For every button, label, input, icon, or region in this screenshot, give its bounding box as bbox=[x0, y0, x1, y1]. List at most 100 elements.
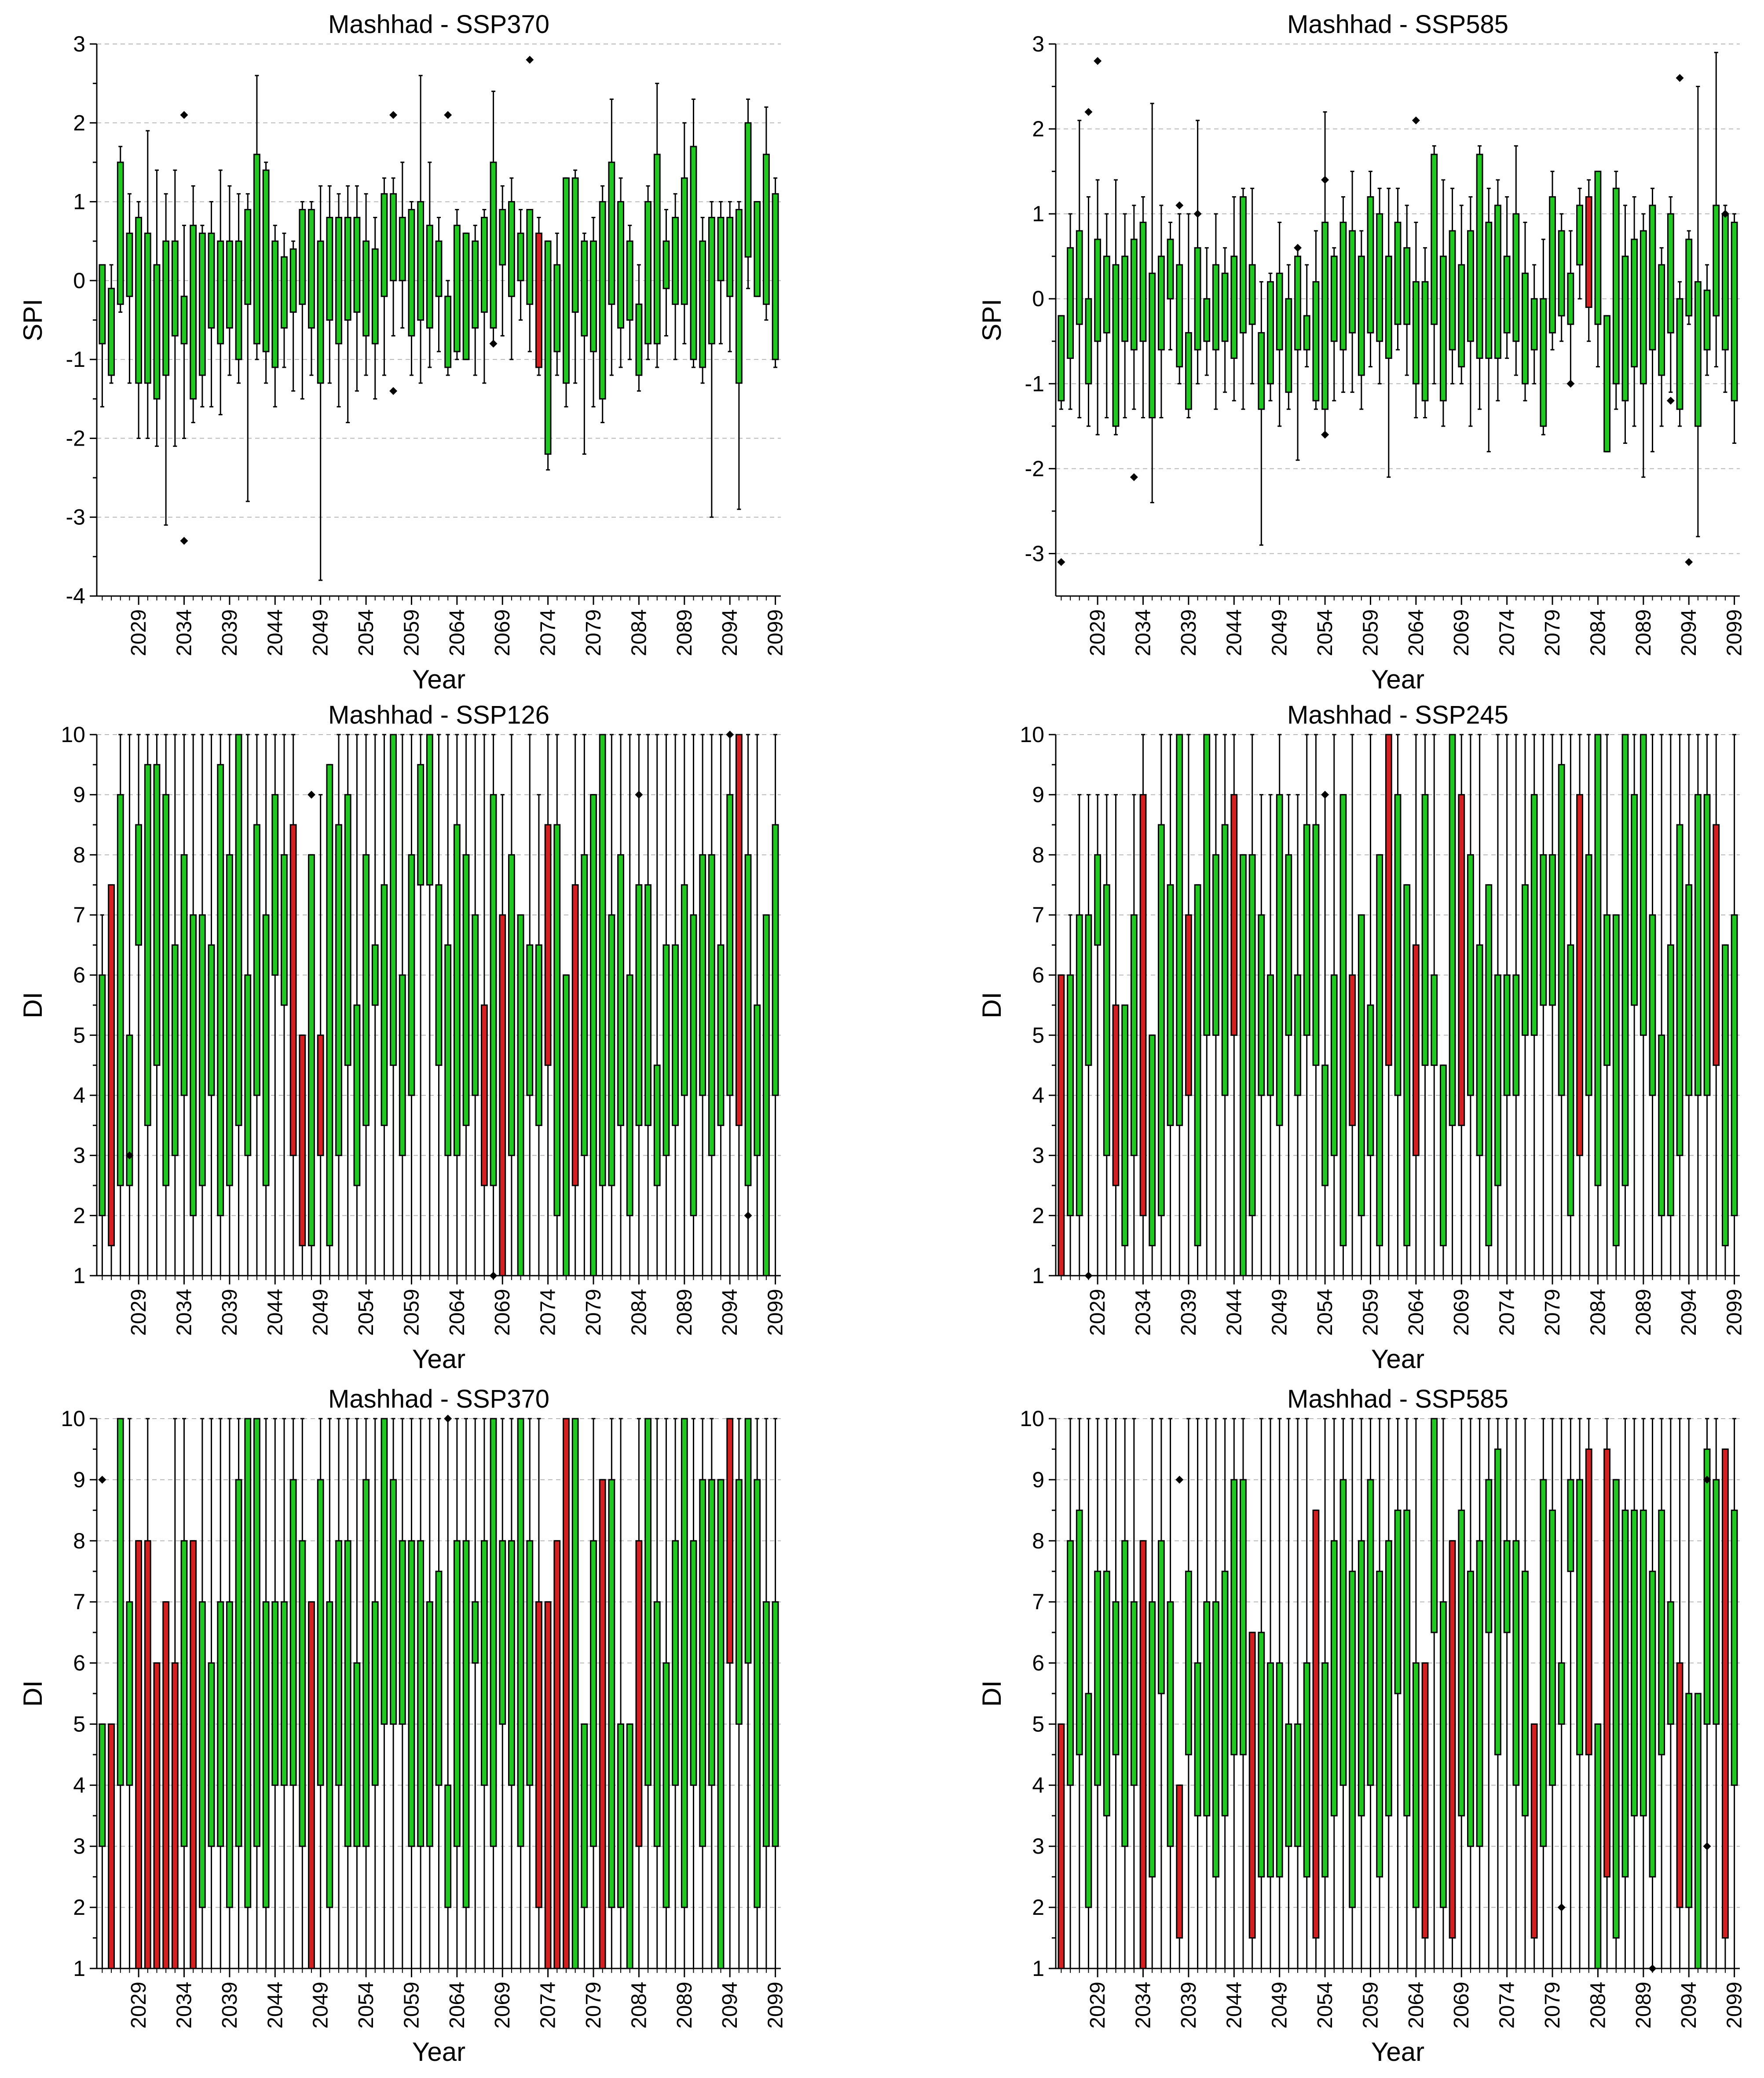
box-2045 bbox=[281, 256, 288, 329]
box-2068 bbox=[1449, 230, 1456, 351]
x-tick-label: 2084 bbox=[1586, 609, 1610, 656]
box-2085 bbox=[644, 884, 652, 1126]
box-2066 bbox=[472, 914, 479, 1096]
box-2092 bbox=[1667, 213, 1674, 333]
outlier-marker bbox=[1175, 1475, 1184, 1484]
x-tick-label: 2069 bbox=[1450, 1289, 1473, 1336]
box-2029 bbox=[135, 824, 143, 946]
box-2074 bbox=[1503, 1540, 1511, 1633]
x-tick-label: 2059 bbox=[1359, 1289, 1382, 1336]
x-tick-label: 2039 bbox=[1177, 609, 1200, 656]
x-tick-label: 2039 bbox=[218, 609, 242, 656]
box-2067 bbox=[480, 216, 488, 313]
box-2083 bbox=[1585, 1448, 1592, 1756]
y-tick-label: -1 bbox=[66, 347, 85, 372]
box-2093 bbox=[1676, 1662, 1683, 1908]
box-2049 bbox=[1276, 1662, 1283, 1878]
box-2052 bbox=[344, 216, 351, 321]
x-tick-label: 2044 bbox=[264, 609, 287, 656]
y-tick-label: 1 bbox=[1032, 201, 1044, 226]
box-2087 bbox=[662, 240, 670, 289]
box-2081 bbox=[608, 161, 615, 305]
y-tick-label: 3 bbox=[73, 1143, 85, 1168]
box-2058 bbox=[1358, 256, 1365, 376]
box-2032 bbox=[1121, 1004, 1129, 1247]
box-2040 bbox=[235, 734, 242, 1126]
x-tick-label: 2044 bbox=[264, 1289, 287, 1336]
x-tick-label: 2089 bbox=[1632, 1289, 1655, 1336]
box-2030 bbox=[144, 764, 151, 1126]
box-2073 bbox=[535, 944, 542, 1126]
x-tick-label: 2059 bbox=[400, 1289, 423, 1336]
y-tick-label: 2 bbox=[1032, 1203, 1044, 1228]
box-2044 bbox=[271, 794, 279, 976]
x-tick-label: 2079 bbox=[1541, 1982, 1564, 2029]
box-2074 bbox=[544, 1601, 552, 1969]
box-2094 bbox=[1685, 1693, 1693, 1908]
box-2078 bbox=[581, 240, 588, 337]
box-2073 bbox=[535, 1601, 542, 1908]
y-tick-label: 6 bbox=[73, 1651, 85, 1676]
x-tick-label: 2069 bbox=[1450, 1982, 1473, 2029]
box-2036 bbox=[198, 1601, 206, 1908]
box-2079 bbox=[590, 1540, 597, 1847]
x-tick-label: 2054 bbox=[355, 609, 378, 656]
box-2045 bbox=[1240, 196, 1247, 333]
box-2053 bbox=[353, 216, 361, 313]
y-tick-label: 3 bbox=[73, 32, 85, 56]
box-2064 bbox=[453, 1540, 461, 1847]
x-tick-label: 2034 bbox=[1132, 1289, 1155, 1336]
box-2043 bbox=[1221, 824, 1229, 1096]
box-2075 bbox=[553, 1540, 561, 1969]
x-tick-label: 2089 bbox=[673, 1289, 696, 1336]
box-2080 bbox=[1558, 230, 1565, 317]
box-2052 bbox=[1303, 824, 1310, 1036]
x-tick-label: 2094 bbox=[718, 1982, 742, 2029]
box-2084 bbox=[1594, 1723, 1602, 1969]
box-2066 bbox=[1431, 974, 1438, 1066]
outlier-marker bbox=[489, 340, 498, 348]
x-tick-label: 2059 bbox=[1359, 609, 1382, 656]
box-2054 bbox=[1321, 1662, 1328, 1878]
box-2049 bbox=[317, 1479, 324, 1786]
x-tick-label: 2054 bbox=[355, 1982, 378, 2029]
x-tick-label: 2074 bbox=[537, 609, 560, 656]
box-2074 bbox=[544, 824, 552, 1066]
box-2058 bbox=[1358, 914, 1365, 1216]
box-2077 bbox=[1530, 1723, 1538, 1939]
box-2080 bbox=[1558, 764, 1565, 1096]
box-2042 bbox=[253, 1418, 260, 1847]
box-2081 bbox=[608, 914, 615, 1186]
box-2025 bbox=[1058, 315, 1065, 402]
x-axis-label: Year bbox=[412, 2037, 465, 2067]
y-tick-label: -2 bbox=[66, 426, 85, 450]
box-2068 bbox=[1449, 1540, 1456, 1939]
box-2092 bbox=[1667, 1601, 1674, 1725]
outlier-marker bbox=[1703, 1842, 1711, 1851]
box-2098 bbox=[1722, 213, 1729, 351]
box-2051 bbox=[1294, 974, 1301, 1096]
box-2035 bbox=[190, 1540, 197, 1969]
box-2054 bbox=[1321, 221, 1328, 410]
box-2065 bbox=[1421, 281, 1429, 402]
x-axis-label: Year bbox=[1371, 1344, 1424, 1374]
box-2062 bbox=[435, 1570, 443, 1786]
box-2030 bbox=[144, 1540, 151, 1969]
box-2040 bbox=[1194, 247, 1201, 351]
box-2098 bbox=[763, 914, 770, 1277]
box-2062 bbox=[1394, 1509, 1402, 1694]
box-2064 bbox=[453, 224, 461, 352]
box-2038 bbox=[217, 1601, 224, 1847]
box-2076 bbox=[563, 974, 570, 1277]
box-2031 bbox=[1112, 1601, 1120, 1756]
x-axis-label: Year bbox=[412, 1344, 465, 1374]
box-2053 bbox=[1312, 281, 1320, 402]
box-2065 bbox=[462, 1540, 470, 1908]
box-2030 bbox=[1103, 1570, 1110, 1817]
box-2063 bbox=[1403, 1509, 1411, 1817]
box-2058 bbox=[399, 974, 406, 1156]
x-tick-label: 2064 bbox=[446, 1982, 469, 2029]
box-2073 bbox=[535, 232, 542, 368]
box-2063 bbox=[444, 296, 452, 368]
chart-title: Mashhad - SSP245 bbox=[1287, 701, 1508, 729]
